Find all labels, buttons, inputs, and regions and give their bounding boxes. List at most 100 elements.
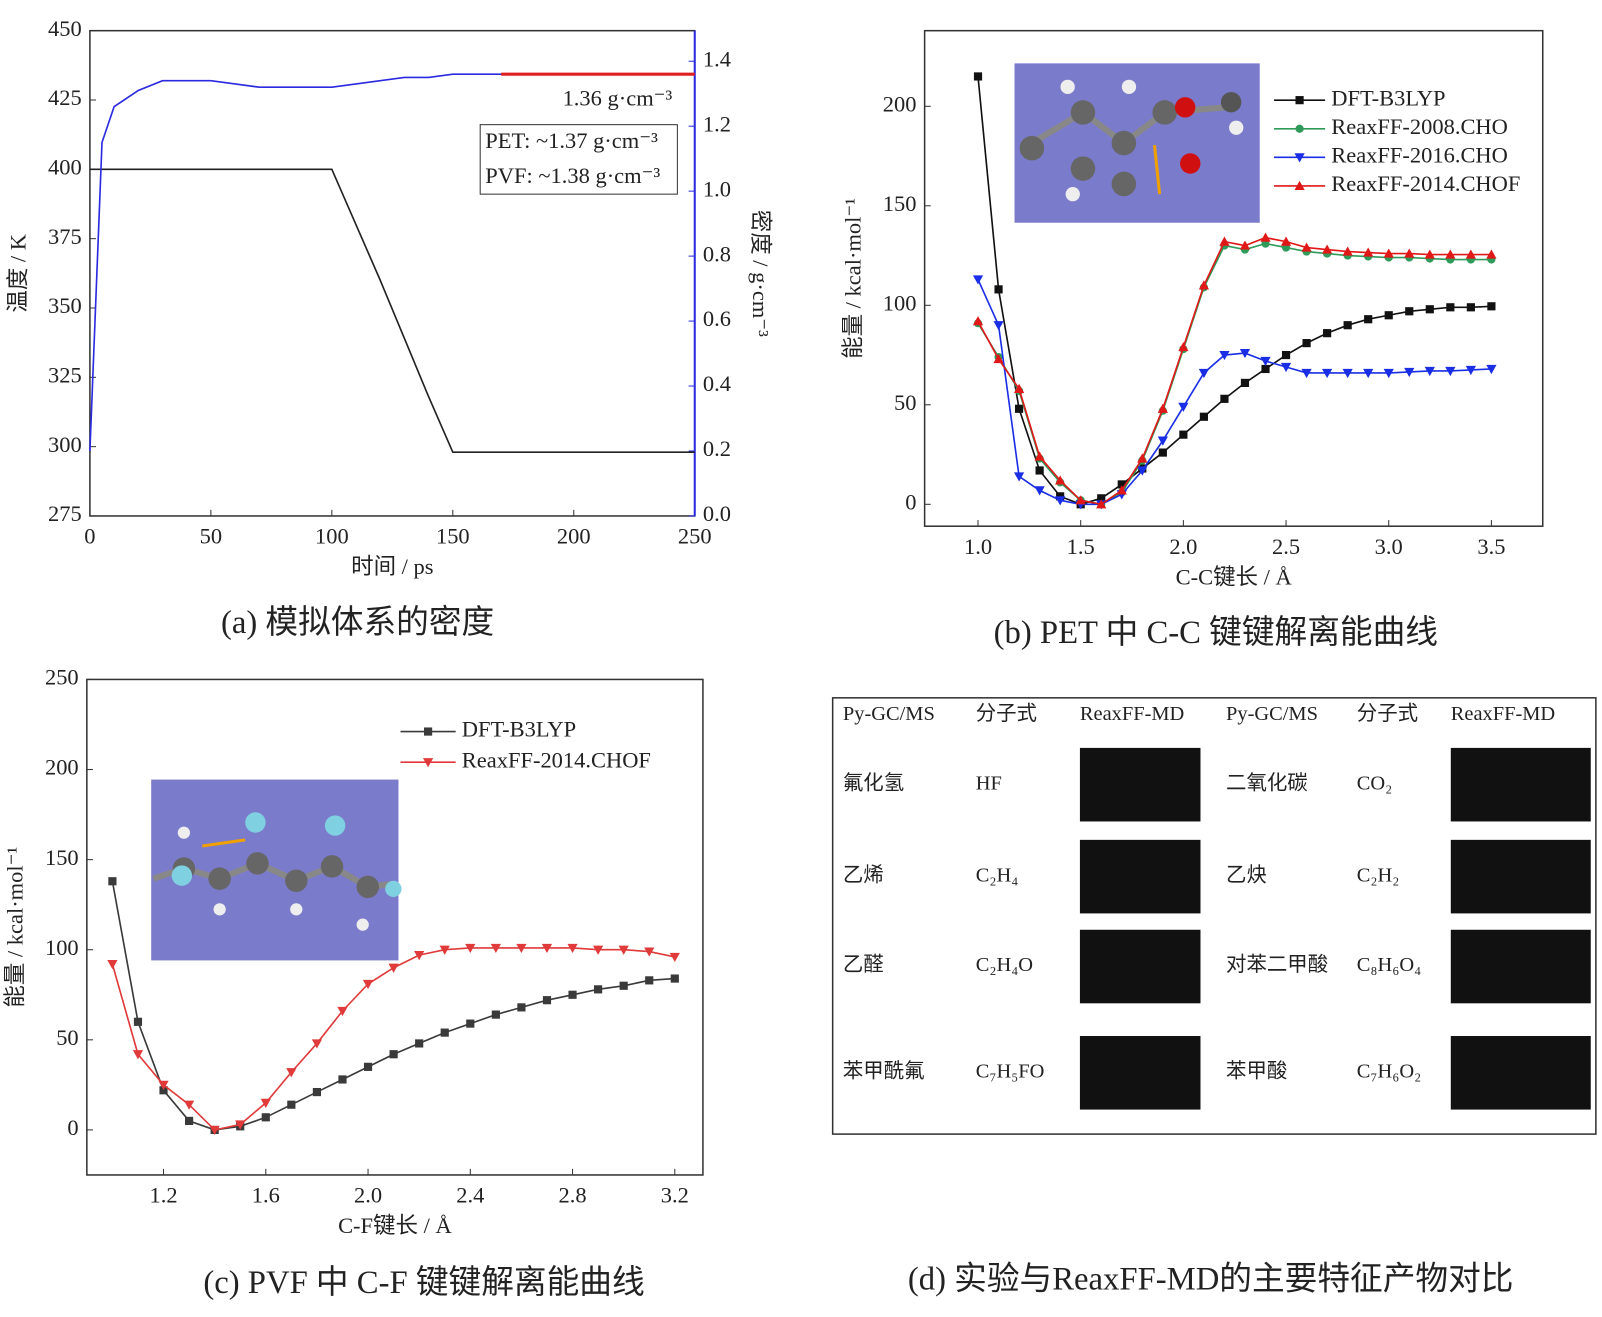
marker: [286, 1068, 297, 1078]
marker: [1383, 248, 1394, 258]
molecule-image: [1079, 747, 1201, 822]
marker: [1323, 329, 1332, 338]
marker: [1342, 368, 1353, 379]
marker: [1034, 451, 1045, 461]
marker: [1465, 365, 1476, 376]
y-tick-label: 150: [883, 191, 917, 216]
marker: [669, 952, 680, 963]
annotation: PVF: ~1.38 g·cm⁻³: [485, 163, 660, 188]
marker: [1486, 364, 1497, 375]
marker: [1445, 249, 1456, 259]
x-tick-label: 1.5: [1067, 534, 1095, 559]
marker: [1220, 394, 1229, 403]
legend-label: ReaxFF-2016.CHO: [1331, 143, 1508, 168]
marker: [1260, 356, 1271, 367]
marker: [1363, 247, 1374, 257]
y-tick-label: 0: [67, 1115, 78, 1140]
x-tick-label: 1.0: [964, 534, 992, 559]
table-cell: 氟化氢: [843, 771, 904, 794]
legend-label: ReaxFF-2008.CHO: [1331, 114, 1508, 139]
marker: [1363, 368, 1374, 379]
table-cell: 乙烯: [843, 863, 884, 886]
series-line: [977, 279, 1492, 506]
x-tick-label: 100: [315, 524, 349, 549]
y2-tick-label: 0.6: [703, 306, 731, 331]
marker: [1178, 402, 1189, 412]
marker: [993, 353, 1004, 364]
marker: [415, 1039, 424, 1048]
marker: [1219, 350, 1230, 361]
marker: [1280, 236, 1292, 246]
caption: (c) PVF 中 C-F 键键解离能曲线: [203, 1264, 644, 1301]
marker: [1240, 378, 1250, 387]
marker: [1322, 368, 1333, 379]
y-axis-label: 能量 / kcal·mol⁻¹: [3, 847, 28, 1008]
legend-label: ReaxFF-2014.CHOF: [462, 747, 651, 772]
table-header: Py-GC/MS: [1226, 703, 1318, 725]
marker: [1055, 496, 1066, 506]
marker: [1343, 321, 1352, 330]
caption: (b) PET 中 C-C 键键解离能曲线: [994, 614, 1438, 651]
marker: [517, 1003, 526, 1012]
y-tick-label: 425: [48, 85, 82, 110]
marker: [567, 943, 578, 954]
x-tick-label: 150: [436, 524, 470, 549]
marker: [1157, 436, 1168, 446]
marker: [1178, 341, 1189, 352]
marker: [108, 877, 117, 886]
marker: [158, 1080, 169, 1090]
marker: [1294, 180, 1305, 191]
x-tick-label: 2.4: [456, 1183, 484, 1208]
x-tick-label: 2.0: [1169, 534, 1197, 559]
y-tick-label: 325: [48, 362, 82, 387]
y2-tick-label: 0.4: [703, 371, 731, 396]
marker: [619, 981, 628, 990]
legend-label: ReaxFF-2014.CHOF: [1331, 171, 1520, 196]
molecule-image: [1079, 929, 1201, 1004]
y-tick-label: 200: [45, 755, 79, 780]
x-tick-label: 0: [84, 524, 95, 549]
x-tick-label: 2.8: [558, 1183, 586, 1208]
marker: [1096, 499, 1107, 509]
y-axis-label: 能量 / kcal·mol⁻¹: [840, 198, 865, 359]
table-cell: C₇H₆O₂: [1357, 1060, 1421, 1082]
series-line: [111, 947, 675, 1131]
marker: [133, 1017, 143, 1026]
marker: [1013, 472, 1025, 482]
legend-label: DFT-B3LYP: [462, 717, 576, 742]
marker: [1405, 307, 1414, 316]
y-tick-label: 250: [45, 665, 79, 690]
marker: [1446, 303, 1455, 312]
marker: [1158, 448, 1167, 457]
marker: [1445, 366, 1456, 377]
series-line: [977, 242, 1492, 506]
marker: [159, 1086, 168, 1095]
marker: [107, 960, 118, 970]
y-tick-label: 0: [905, 489, 916, 514]
marker: [1199, 412, 1208, 421]
table-frame: [831, 697, 1597, 1135]
marker: [423, 727, 433, 736]
y2-tick-label: 0.8: [703, 241, 731, 266]
x-tick-label: 1.2: [149, 1183, 177, 1208]
marker: [1322, 244, 1333, 254]
table-cell: 二氧化碳: [1226, 771, 1308, 794]
inset-molecule-pet: [1014, 63, 1260, 223]
marker: [1424, 366, 1435, 377]
marker: [1384, 311, 1393, 320]
table-cell: 苯甲酸: [1226, 1059, 1287, 1082]
table-cell: CO₂: [1357, 772, 1393, 794]
legend-label: DFT-B3LYP: [1331, 85, 1445, 110]
molecule-image: [1450, 839, 1591, 914]
marker: [1097, 494, 1106, 503]
table-cell: C₂H₂: [1357, 864, 1400, 886]
marker: [440, 1028, 449, 1037]
marker: [1424, 249, 1435, 259]
marker: [363, 1062, 373, 1071]
marker: [1295, 96, 1304, 105]
marker: [670, 974, 679, 983]
marker: [1075, 495, 1086, 505]
marker: [593, 945, 604, 955]
plot-frame: [86, 678, 704, 1176]
